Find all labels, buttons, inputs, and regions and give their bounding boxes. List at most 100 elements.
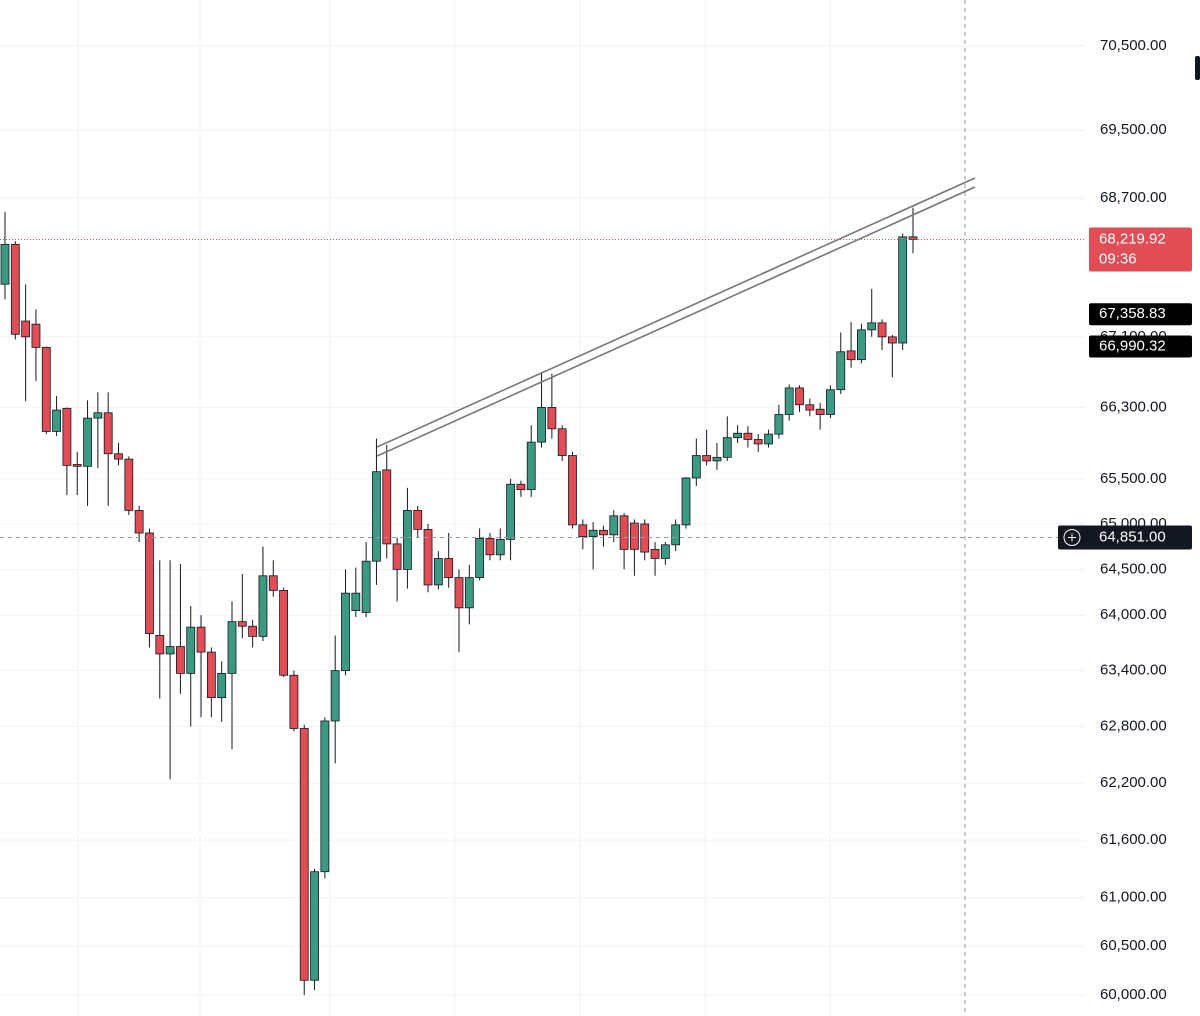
candle-body bbox=[83, 417, 92, 467]
candle-body bbox=[403, 509, 412, 570]
candle-body bbox=[341, 592, 350, 672]
candle-body bbox=[815, 408, 825, 415]
price-box-label: 67,358.83 bbox=[1099, 305, 1166, 322]
candle-body bbox=[114, 453, 123, 460]
candle-body bbox=[475, 538, 485, 579]
y-tick-label: 60,500.00 bbox=[1100, 937, 1167, 954]
y-tick-label: 68,700.00 bbox=[1100, 189, 1167, 206]
candle-body bbox=[506, 483, 515, 540]
candle-body bbox=[31, 323, 41, 348]
candle-body bbox=[877, 322, 887, 338]
candle-body bbox=[21, 320, 31, 338]
candle-body bbox=[557, 428, 567, 456]
y-tick-label: 60,000.00 bbox=[1100, 986, 1167, 1003]
candle-body bbox=[516, 483, 526, 491]
candle-body bbox=[743, 432, 753, 440]
candle-body bbox=[485, 538, 495, 556]
candle-body bbox=[712, 456, 722, 462]
horizontal-grid bbox=[0, 45, 1085, 996]
candle-body bbox=[392, 543, 402, 570]
crosshair-label: 64,851.00 bbox=[1099, 528, 1166, 545]
candle-body bbox=[103, 412, 113, 455]
price-box bbox=[1089, 303, 1192, 326]
y-tick-label: 61,600.00 bbox=[1100, 831, 1167, 848]
candle-body bbox=[196, 626, 206, 653]
candle-body bbox=[702, 455, 712, 462]
price-box-label: 66,990.32 bbox=[1099, 337, 1166, 354]
candles bbox=[0, 207, 918, 995]
candle-body bbox=[330, 670, 340, 722]
candle-body bbox=[176, 646, 185, 674]
candle-body bbox=[599, 529, 608, 536]
candle-body bbox=[650, 548, 660, 559]
candle-body bbox=[887, 336, 897, 344]
candle-body bbox=[764, 433, 773, 445]
candle-body bbox=[433, 558, 443, 586]
last-price-box bbox=[1089, 227, 1192, 272]
candle-body bbox=[691, 455, 701, 479]
price-axis: 70,500.0069,500.0068,700.0067,100.0066,3… bbox=[1100, 37, 1167, 1003]
candle-body bbox=[423, 528, 433, 586]
candle-body bbox=[537, 407, 546, 443]
candle-body bbox=[155, 635, 165, 655]
candle-body bbox=[609, 515, 619, 536]
candle-body bbox=[588, 529, 598, 538]
candle-body bbox=[145, 532, 154, 635]
crosshair-box bbox=[1058, 525, 1192, 550]
candle-body bbox=[898, 236, 908, 344]
y-tick-label: 62,200.00 bbox=[1100, 774, 1167, 791]
last-price-label: 68,219.92 bbox=[1099, 230, 1166, 247]
trend-line bbox=[376, 186, 976, 457]
y-tick-label: 65,500.00 bbox=[1100, 470, 1167, 487]
candle-body bbox=[547, 407, 557, 430]
candle-body bbox=[568, 455, 577, 526]
candle-body bbox=[836, 351, 846, 391]
y-tick-label: 70,500.00 bbox=[1100, 37, 1167, 54]
candle-body bbox=[320, 720, 330, 873]
candle-body bbox=[10, 243, 20, 335]
candle-body bbox=[279, 590, 288, 676]
candle-body bbox=[867, 322, 877, 331]
candle-body bbox=[93, 412, 103, 419]
candle-body bbox=[826, 389, 835, 415]
y-tick-label: 69,500.00 bbox=[1100, 121, 1167, 138]
candle-body bbox=[681, 477, 691, 526]
candle-body bbox=[733, 432, 742, 439]
candle-body bbox=[464, 577, 474, 609]
y-tick-label: 66,300.00 bbox=[1100, 398, 1167, 415]
candle-body bbox=[640, 523, 650, 553]
y-tick-label: 62,800.00 bbox=[1100, 718, 1167, 735]
candle-body bbox=[351, 592, 361, 611]
candle-body bbox=[413, 509, 423, 530]
candle-body bbox=[805, 404, 815, 411]
candle-body bbox=[846, 350, 856, 361]
y-tick-label: 64,500.00 bbox=[1100, 560, 1167, 577]
candle-body bbox=[258, 575, 268, 637]
candle-body bbox=[382, 469, 392, 545]
vertical-grid bbox=[77, 0, 831, 1016]
candle-body bbox=[444, 558, 454, 579]
candle-body bbox=[722, 437, 732, 458]
countdown: 09:36 bbox=[1099, 250, 1137, 267]
candle-body bbox=[857, 329, 866, 361]
y-tick-label: 64,000.00 bbox=[1100, 606, 1167, 623]
candle-body bbox=[165, 646, 175, 655]
candle-body bbox=[774, 414, 784, 435]
candle-body bbox=[41, 346, 51, 432]
candle-body bbox=[227, 621, 237, 674]
candle-body bbox=[753, 439, 763, 445]
crosshair-plus bbox=[1068, 533, 1076, 542]
price-box bbox=[1089, 335, 1192, 358]
candle-body bbox=[619, 515, 629, 550]
candle-body bbox=[310, 871, 319, 981]
price-labels: 68,219.92 09:36 67,358.83 66,990.32 64,851.0… bbox=[1058, 227, 1192, 550]
candle-body bbox=[361, 560, 371, 613]
candle-body bbox=[289, 674, 299, 729]
candle-body bbox=[495, 538, 505, 556]
candle-body bbox=[134, 509, 144, 534]
edge-widget bbox=[1195, 56, 1200, 80]
candle-body bbox=[268, 575, 278, 591]
candle-body bbox=[206, 651, 216, 698]
